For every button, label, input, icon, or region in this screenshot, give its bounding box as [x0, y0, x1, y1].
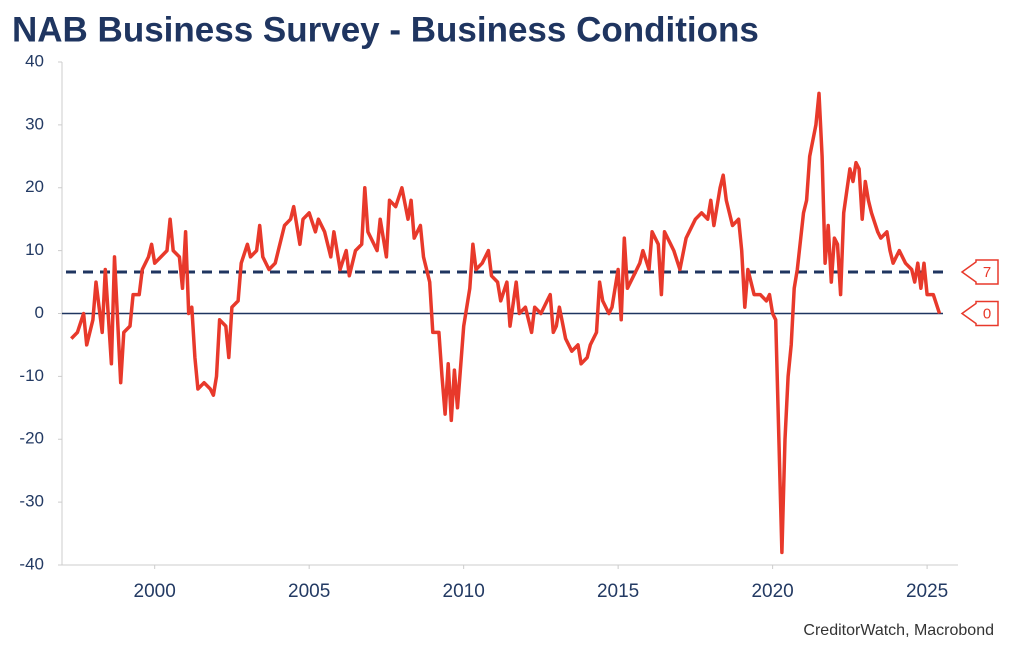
x-tick-label: 2020: [751, 581, 793, 602]
last-value-label-box: [960, 300, 999, 327]
y-tick-label: 20: [25, 177, 44, 196]
average-label: 7: [983, 264, 991, 281]
last-value-label: 0: [983, 305, 991, 322]
y-tick-label: 0: [35, 303, 44, 322]
y-tick-label: -20: [19, 429, 44, 448]
x-tick-label: 2000: [134, 581, 176, 602]
y-tick-label: 40: [25, 51, 44, 70]
y-tick-label: 10: [25, 240, 44, 259]
x-tick-label: 2010: [443, 581, 485, 602]
average-label-box: [960, 259, 999, 285]
y-tick-label: -40: [19, 554, 44, 573]
y-tick-label: -10: [19, 366, 44, 385]
chart-title: NAB Business Survey - Business Condition…: [12, 10, 759, 49]
series-line: [70, 91, 942, 555]
y-tick-label: -30: [19, 492, 44, 511]
source: CreditorWatch, Macrobond: [803, 622, 994, 639]
x-tick-label: 2025: [906, 581, 948, 602]
y-tick-label: 30: [25, 114, 44, 133]
x-tick-label: 2005: [288, 581, 330, 602]
x-tick-label: 2015: [597, 581, 639, 602]
